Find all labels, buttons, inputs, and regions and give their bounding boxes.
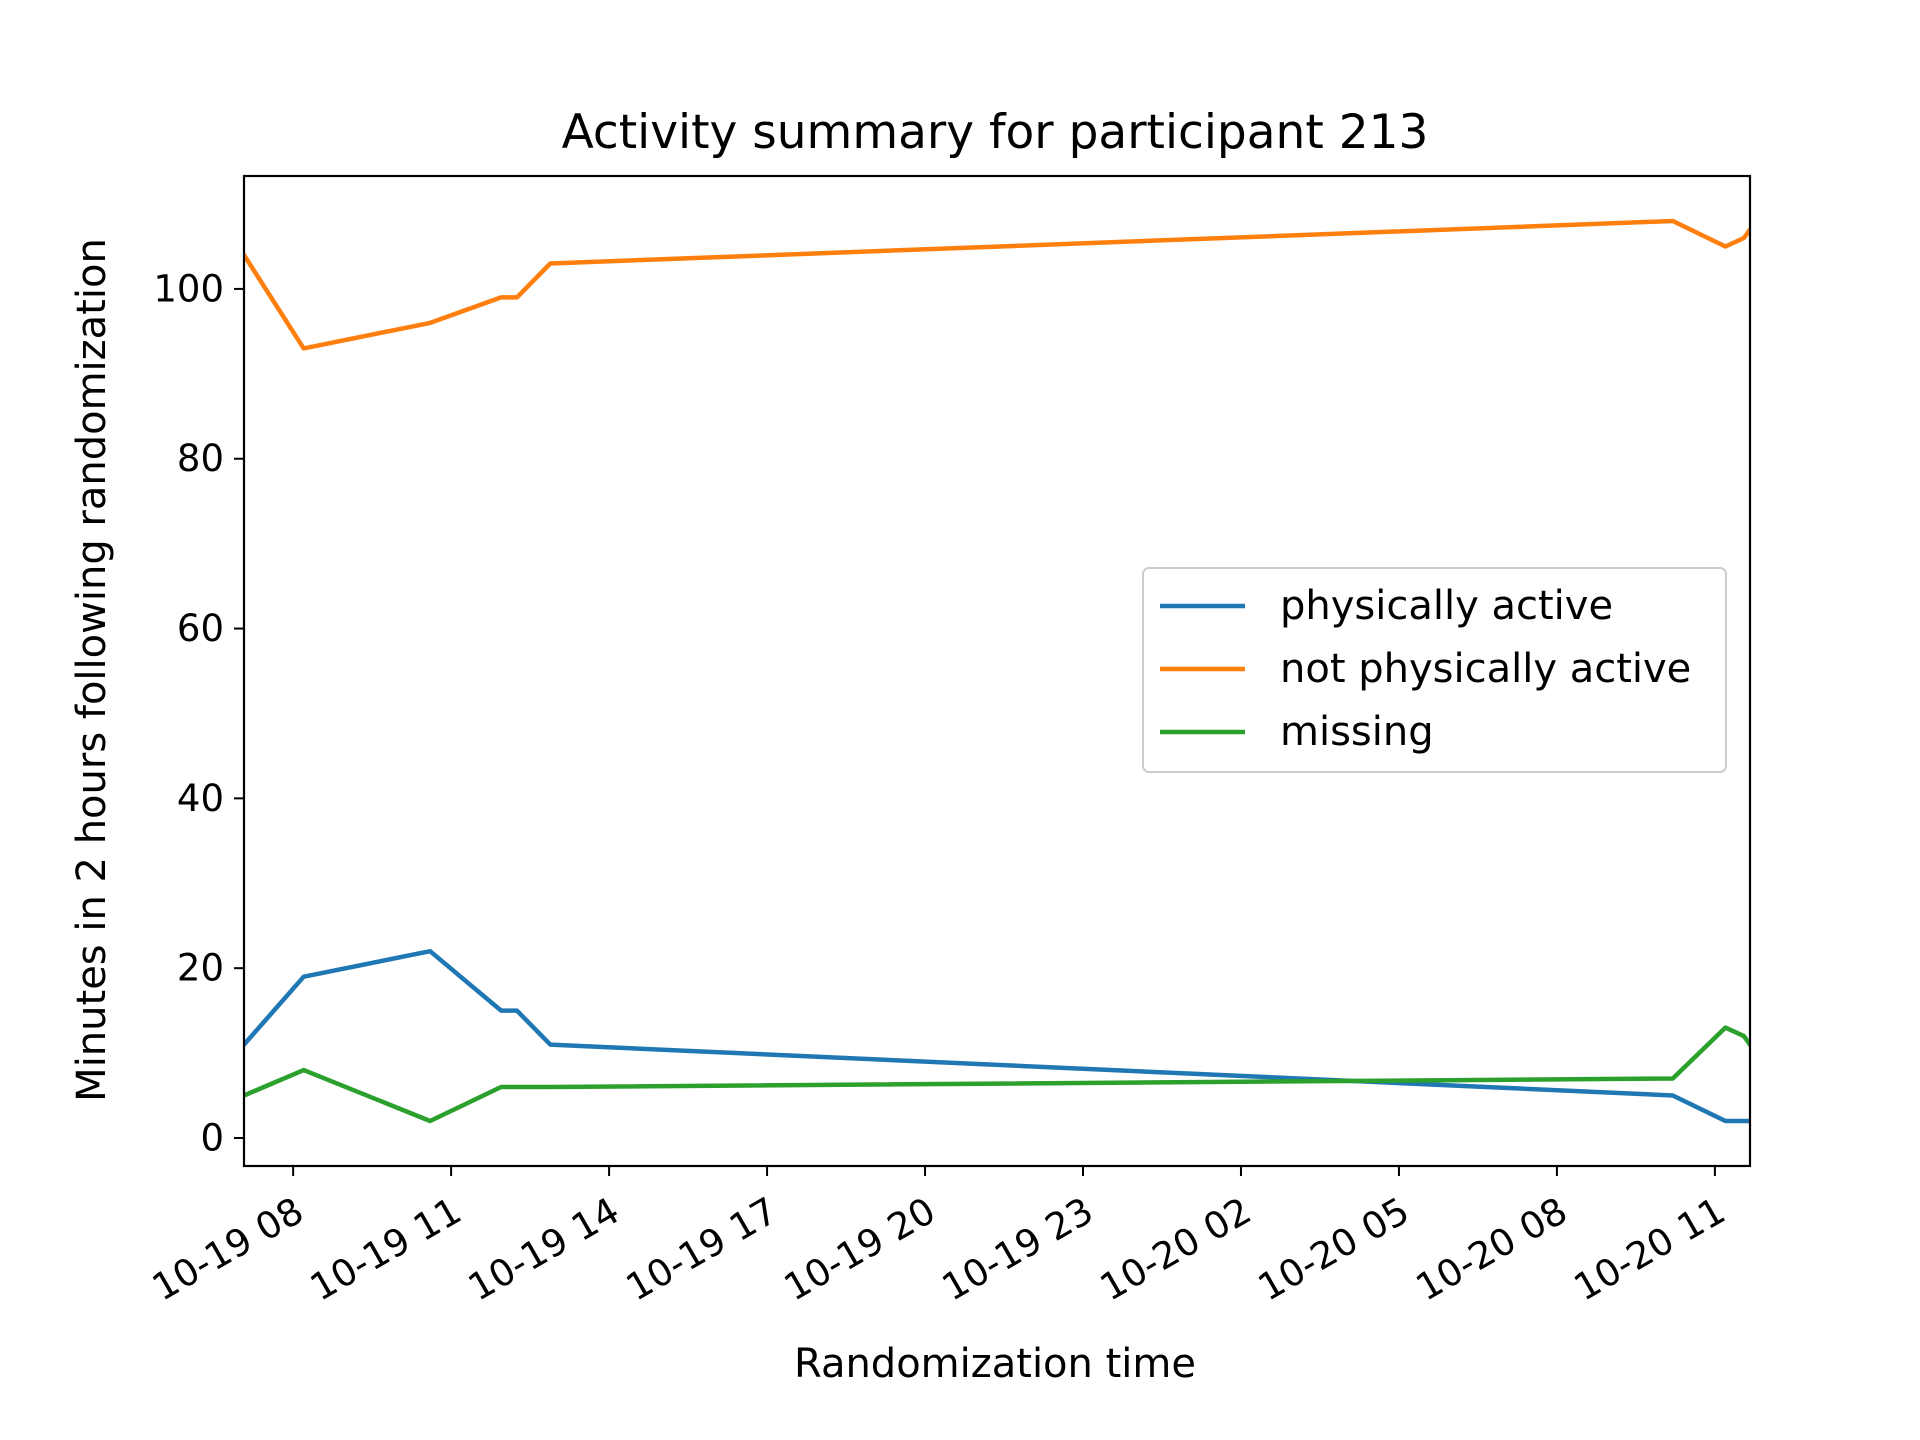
y-tick-label: 0 <box>200 1116 224 1159</box>
y-axis: 0 20 40 60 80 100 <box>153 267 244 1159</box>
y-tick-label: 60 <box>177 607 224 650</box>
series-layer <box>244 218 1750 1124</box>
y-axis-label: Minutes in 2 hours following randomizati… <box>69 238 115 1102</box>
legend-label: missing <box>1280 709 1434 755</box>
series-line-2 <box>244 1025 1750 1124</box>
legend-label: not physically active <box>1280 646 1691 692</box>
legend-items: physically active not physically active mi… <box>1160 583 1691 755</box>
legend: physically active not physically active mi… <box>1142 567 1727 773</box>
series-line-0 <box>244 948 1750 1124</box>
legend-label: physically active <box>1280 583 1613 629</box>
plot-frame <box>242 174 1752 1168</box>
y-tick-label: 40 <box>177 777 224 820</box>
legend-box <box>1142 567 1727 773</box>
x-axis-label: Randomization time <box>794 1341 1196 1387</box>
chart-title: Activity summary for participant 213 <box>562 105 1429 160</box>
y-tick-label: 100 <box>153 267 224 310</box>
series-line-1 <box>244 218 1750 351</box>
y-tick-label: 20 <box>177 947 224 990</box>
y-tick-label: 80 <box>177 437 224 480</box>
